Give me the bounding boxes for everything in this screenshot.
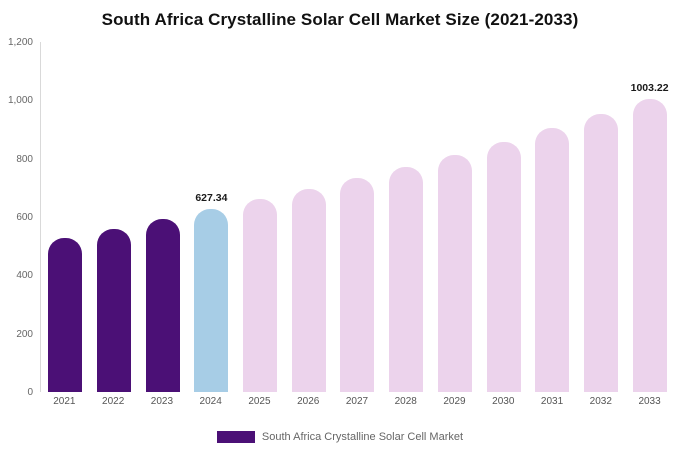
bar-group [382,42,431,392]
bar-group [284,42,333,392]
bar-group [138,42,187,392]
bar-2030 [486,141,521,392]
x-tick-label: 2025 [248,396,271,407]
bar-group [577,42,626,392]
bar-2028 [389,166,424,392]
x-tick-label: 2022 [102,396,125,407]
x-tick-label: 2023 [150,396,174,407]
bar-group [333,42,382,392]
bar-value-label: 627.34 [195,192,228,205]
bar-group [41,42,90,392]
x-tick-label: 2024 [199,396,222,407]
chart-title: South Africa Crystalline Solar Cell Mark… [101,10,579,29]
bar-2033 [632,99,667,392]
y-tick-label: 400 [16,270,33,282]
bar-group: 1003.22 [625,42,674,392]
y-tick-label: 600 [16,212,33,223]
bar-2021 [48,238,83,392]
legend[interactable]: South Africa Crystalline Solar Cell Mark… [0,431,680,443]
bar-2029 [437,154,472,392]
x-tick-label: 2031 [540,396,564,407]
bar-2032 [583,114,618,392]
bar-group [528,42,577,392]
x-tick-label: 2026 [297,396,320,407]
bar-group: 627.34 [187,42,236,392]
legend-label: South Africa Crystalline Solar Cell Mark… [261,431,464,443]
bar-group [431,42,480,392]
bar-group [479,42,528,392]
x-tick-label: 2029 [443,396,466,407]
x-tick-label: 2021 [53,396,76,407]
x-axis: 2021 2022 2023 2024 2025 2026 2027 2028 2029 2030… [40,396,674,410]
y-tick-label: 800 [16,153,33,165]
x-tick-label: 2028 [394,396,417,407]
bar-2025 [243,199,278,392]
x-tick-label: 2032 [589,396,612,407]
bar-value-label: 1003.22 [630,82,669,95]
bar-2026 [291,189,326,392]
bar-2027 [340,178,375,392]
plot-area: 627.34 1003.22 [40,42,674,392]
x-tick-label: 2033 [638,396,661,407]
x-tick-label: 2030 [492,396,515,407]
bar-2023 [145,219,180,392]
bar-2031 [535,128,570,392]
y-tick-label: 200 [16,328,33,340]
bar-2022 [97,229,132,392]
bar-2024 [194,209,229,392]
y-axis: 0 200 400 600 800 1,000 1,200 [0,37,37,398]
y-tick-label: 1,000 [7,95,33,107]
y-tick-label: 0 [27,387,33,398]
y-tick-label: 1,200 [7,37,33,48]
legend-swatch [216,431,255,443]
bar-group [236,42,285,392]
bar-group [90,42,139,392]
x-tick-label: 2027 [345,396,369,407]
